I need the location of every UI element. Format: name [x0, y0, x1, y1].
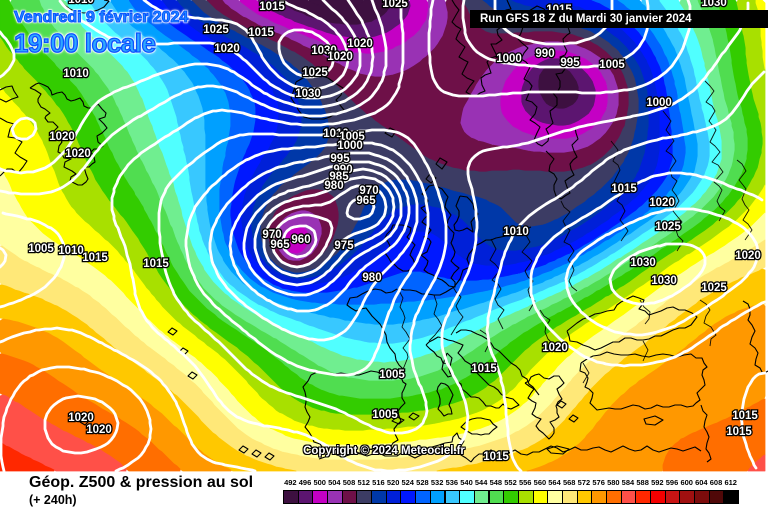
svg-text:960: 960: [291, 234, 310, 246]
svg-text:980: 980: [362, 272, 381, 284]
svg-text:1015: 1015: [248, 27, 274, 39]
svg-text:965: 965: [356, 195, 376, 207]
svg-text:1015: 1015: [143, 258, 169, 270]
svg-text:965: 965: [270, 239, 290, 251]
svg-text:1025: 1025: [382, 0, 408, 10]
svg-text:1015: 1015: [483, 451, 509, 463]
svg-text:1025: 1025: [203, 24, 229, 36]
svg-text:995: 995: [330, 153, 350, 165]
svg-text:1025: 1025: [302, 67, 328, 79]
svg-text:1000: 1000: [496, 53, 522, 65]
svg-text:1020: 1020: [49, 131, 75, 143]
svg-text:1015: 1015: [611, 183, 637, 195]
svg-text:1005: 1005: [28, 243, 54, 255]
svg-text:1010: 1010: [68, 0, 94, 6]
svg-text:1010: 1010: [503, 226, 529, 238]
svg-text:990: 990: [333, 164, 352, 176]
svg-text:1030: 1030: [295, 88, 321, 100]
svg-text:1010: 1010: [323, 128, 349, 140]
svg-text:1020: 1020: [327, 51, 353, 63]
svg-text:1015: 1015: [471, 363, 497, 375]
svg-text:1025: 1025: [655, 221, 681, 233]
svg-text:1020: 1020: [86, 424, 112, 436]
svg-text:1015: 1015: [726, 426, 752, 438]
svg-text:1000: 1000: [646, 97, 672, 109]
svg-text:970: 970: [262, 229, 281, 241]
svg-text:1005: 1005: [379, 369, 405, 381]
svg-text:1005: 1005: [599, 59, 625, 71]
svg-text:1020: 1020: [347, 38, 373, 50]
svg-text:1020: 1020: [214, 43, 240, 55]
svg-text:980: 980: [324, 180, 343, 192]
svg-text:1030: 1030: [630, 257, 656, 269]
svg-text:1020: 1020: [542, 342, 568, 354]
svg-text:1005: 1005: [372, 409, 398, 421]
svg-text:1010: 1010: [58, 245, 84, 257]
svg-text:1020: 1020: [735, 250, 761, 262]
svg-text:1025: 1025: [701, 282, 727, 294]
svg-text:1030: 1030: [701, 0, 727, 9]
svg-text:1020: 1020: [68, 412, 94, 424]
svg-text:1000: 1000: [337, 140, 363, 152]
svg-text:1020: 1020: [65, 148, 91, 160]
svg-text:995: 995: [560, 57, 580, 69]
svg-text:1015: 1015: [82, 252, 108, 264]
svg-text:975: 975: [334, 240, 354, 252]
svg-text:970: 970: [359, 185, 378, 197]
svg-text:1030: 1030: [311, 45, 337, 57]
svg-text:1030: 1030: [651, 275, 677, 287]
svg-text:990: 990: [535, 48, 554, 60]
svg-text:1010: 1010: [63, 68, 89, 80]
svg-text:1015: 1015: [732, 410, 758, 422]
svg-text:1020: 1020: [649, 197, 675, 209]
svg-text:1015: 1015: [259, 1, 285, 13]
svg-text:1005: 1005: [339, 131, 365, 143]
svg-text:985: 985: [329, 171, 349, 183]
